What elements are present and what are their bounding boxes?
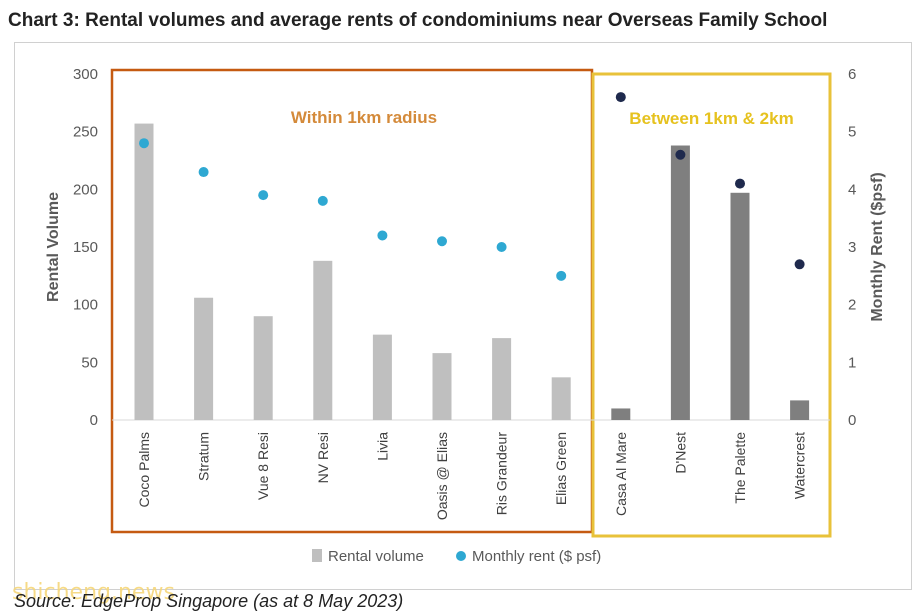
watermark-text: shicheng.news bbox=[12, 580, 175, 605]
chart-frame bbox=[14, 42, 912, 590]
chart-title: Chart 3: Rental volumes and average rent… bbox=[8, 10, 828, 31]
category-label: The Palette bbox=[732, 432, 748, 504]
y-right-tick-label: 6 bbox=[848, 66, 856, 83]
monthly-rent-dot bbox=[317, 195, 328, 206]
monthly-rent-dot bbox=[735, 178, 745, 189]
y-left-axis-title: Rental Volume bbox=[45, 192, 62, 302]
monthly-rent-dot bbox=[377, 230, 388, 241]
monthly-rent-dot bbox=[139, 138, 149, 149]
category-label: Oasis @ Elias bbox=[434, 432, 450, 520]
monthly-rent-dot bbox=[258, 190, 269, 201]
monthly-rent-dot bbox=[556, 270, 567, 281]
monthly-rent-dot bbox=[496, 242, 507, 252]
y-right-tick-label: 1 bbox=[848, 354, 856, 371]
category-label: Elias Green bbox=[553, 432, 569, 505]
monthly-rent-dot bbox=[198, 167, 209, 178]
y-right-tick-label: 4 bbox=[848, 181, 856, 198]
rental-volume-bar bbox=[134, 123, 154, 421]
monthly-rent-dot bbox=[615, 92, 626, 103]
y-right-axis-title: Monthly Rent ($psf) bbox=[869, 172, 886, 321]
y-left-tick-label: 200 bbox=[73, 181, 98, 198]
category-label: Stratum bbox=[196, 432, 212, 481]
y-left-tick-label: 150 bbox=[73, 239, 98, 256]
y-left-tick-label: 300 bbox=[73, 66, 98, 83]
monthly-rent-dot bbox=[794, 259, 805, 270]
category-label: Casa Al Mare bbox=[613, 432, 629, 516]
rental-volume-bar bbox=[790, 400, 810, 420]
legend-bar-swatch bbox=[312, 549, 322, 562]
rental-volume-bar bbox=[432, 353, 452, 420]
rental-volume-bar bbox=[372, 334, 392, 420]
y-left-tick-label: 0 bbox=[90, 412, 98, 429]
category-label: Ris Grandeur bbox=[494, 432, 510, 516]
y-left-tick-label: 250 bbox=[73, 124, 98, 141]
category-label: Coco Palms bbox=[136, 432, 152, 507]
monthly-rent-dot bbox=[437, 236, 447, 247]
legend-dot-label: Monthly rent ($ psf) bbox=[472, 548, 601, 565]
rental-volume-bar bbox=[670, 145, 690, 421]
rental-volume-bar bbox=[313, 260, 333, 420]
source-note: Source: EdgeProp Singapore (as at 8 May … bbox=[14, 591, 404, 611]
rental-volume-bar bbox=[194, 297, 214, 420]
legend-dot-swatch bbox=[456, 551, 466, 561]
y-right-tick-label: 2 bbox=[848, 297, 856, 314]
between-region-label: Between 1km & 2km bbox=[629, 109, 793, 128]
category-label: Watercrest bbox=[792, 432, 808, 499]
rental-volume-bar bbox=[253, 316, 273, 420]
y-left-tick-label: 50 bbox=[81, 354, 98, 371]
rental-volume-bar bbox=[551, 377, 571, 420]
rental-volume-bar bbox=[730, 192, 750, 420]
y-left-tick-label: 100 bbox=[73, 297, 98, 314]
category-label: Vue 8 Resi bbox=[255, 432, 271, 500]
rental-volume-bar bbox=[492, 338, 512, 420]
within-region-box bbox=[110, 68, 594, 534]
between-region-box bbox=[591, 72, 832, 538]
y-right-tick-label: 0 bbox=[848, 412, 856, 429]
monthly-rent-dot bbox=[675, 149, 686, 160]
within-region-label: Within 1km radius bbox=[291, 108, 437, 127]
rental-volume-bar bbox=[611, 408, 631, 420]
y-right-tick-label: 5 bbox=[848, 124, 856, 141]
category-label: Livia bbox=[374, 432, 390, 461]
legend-bar-label: Rental volume bbox=[328, 548, 424, 565]
category-label: NV Resi bbox=[315, 432, 331, 483]
y-right-tick-label: 3 bbox=[848, 239, 856, 256]
category-label: D'Nest bbox=[672, 432, 688, 474]
